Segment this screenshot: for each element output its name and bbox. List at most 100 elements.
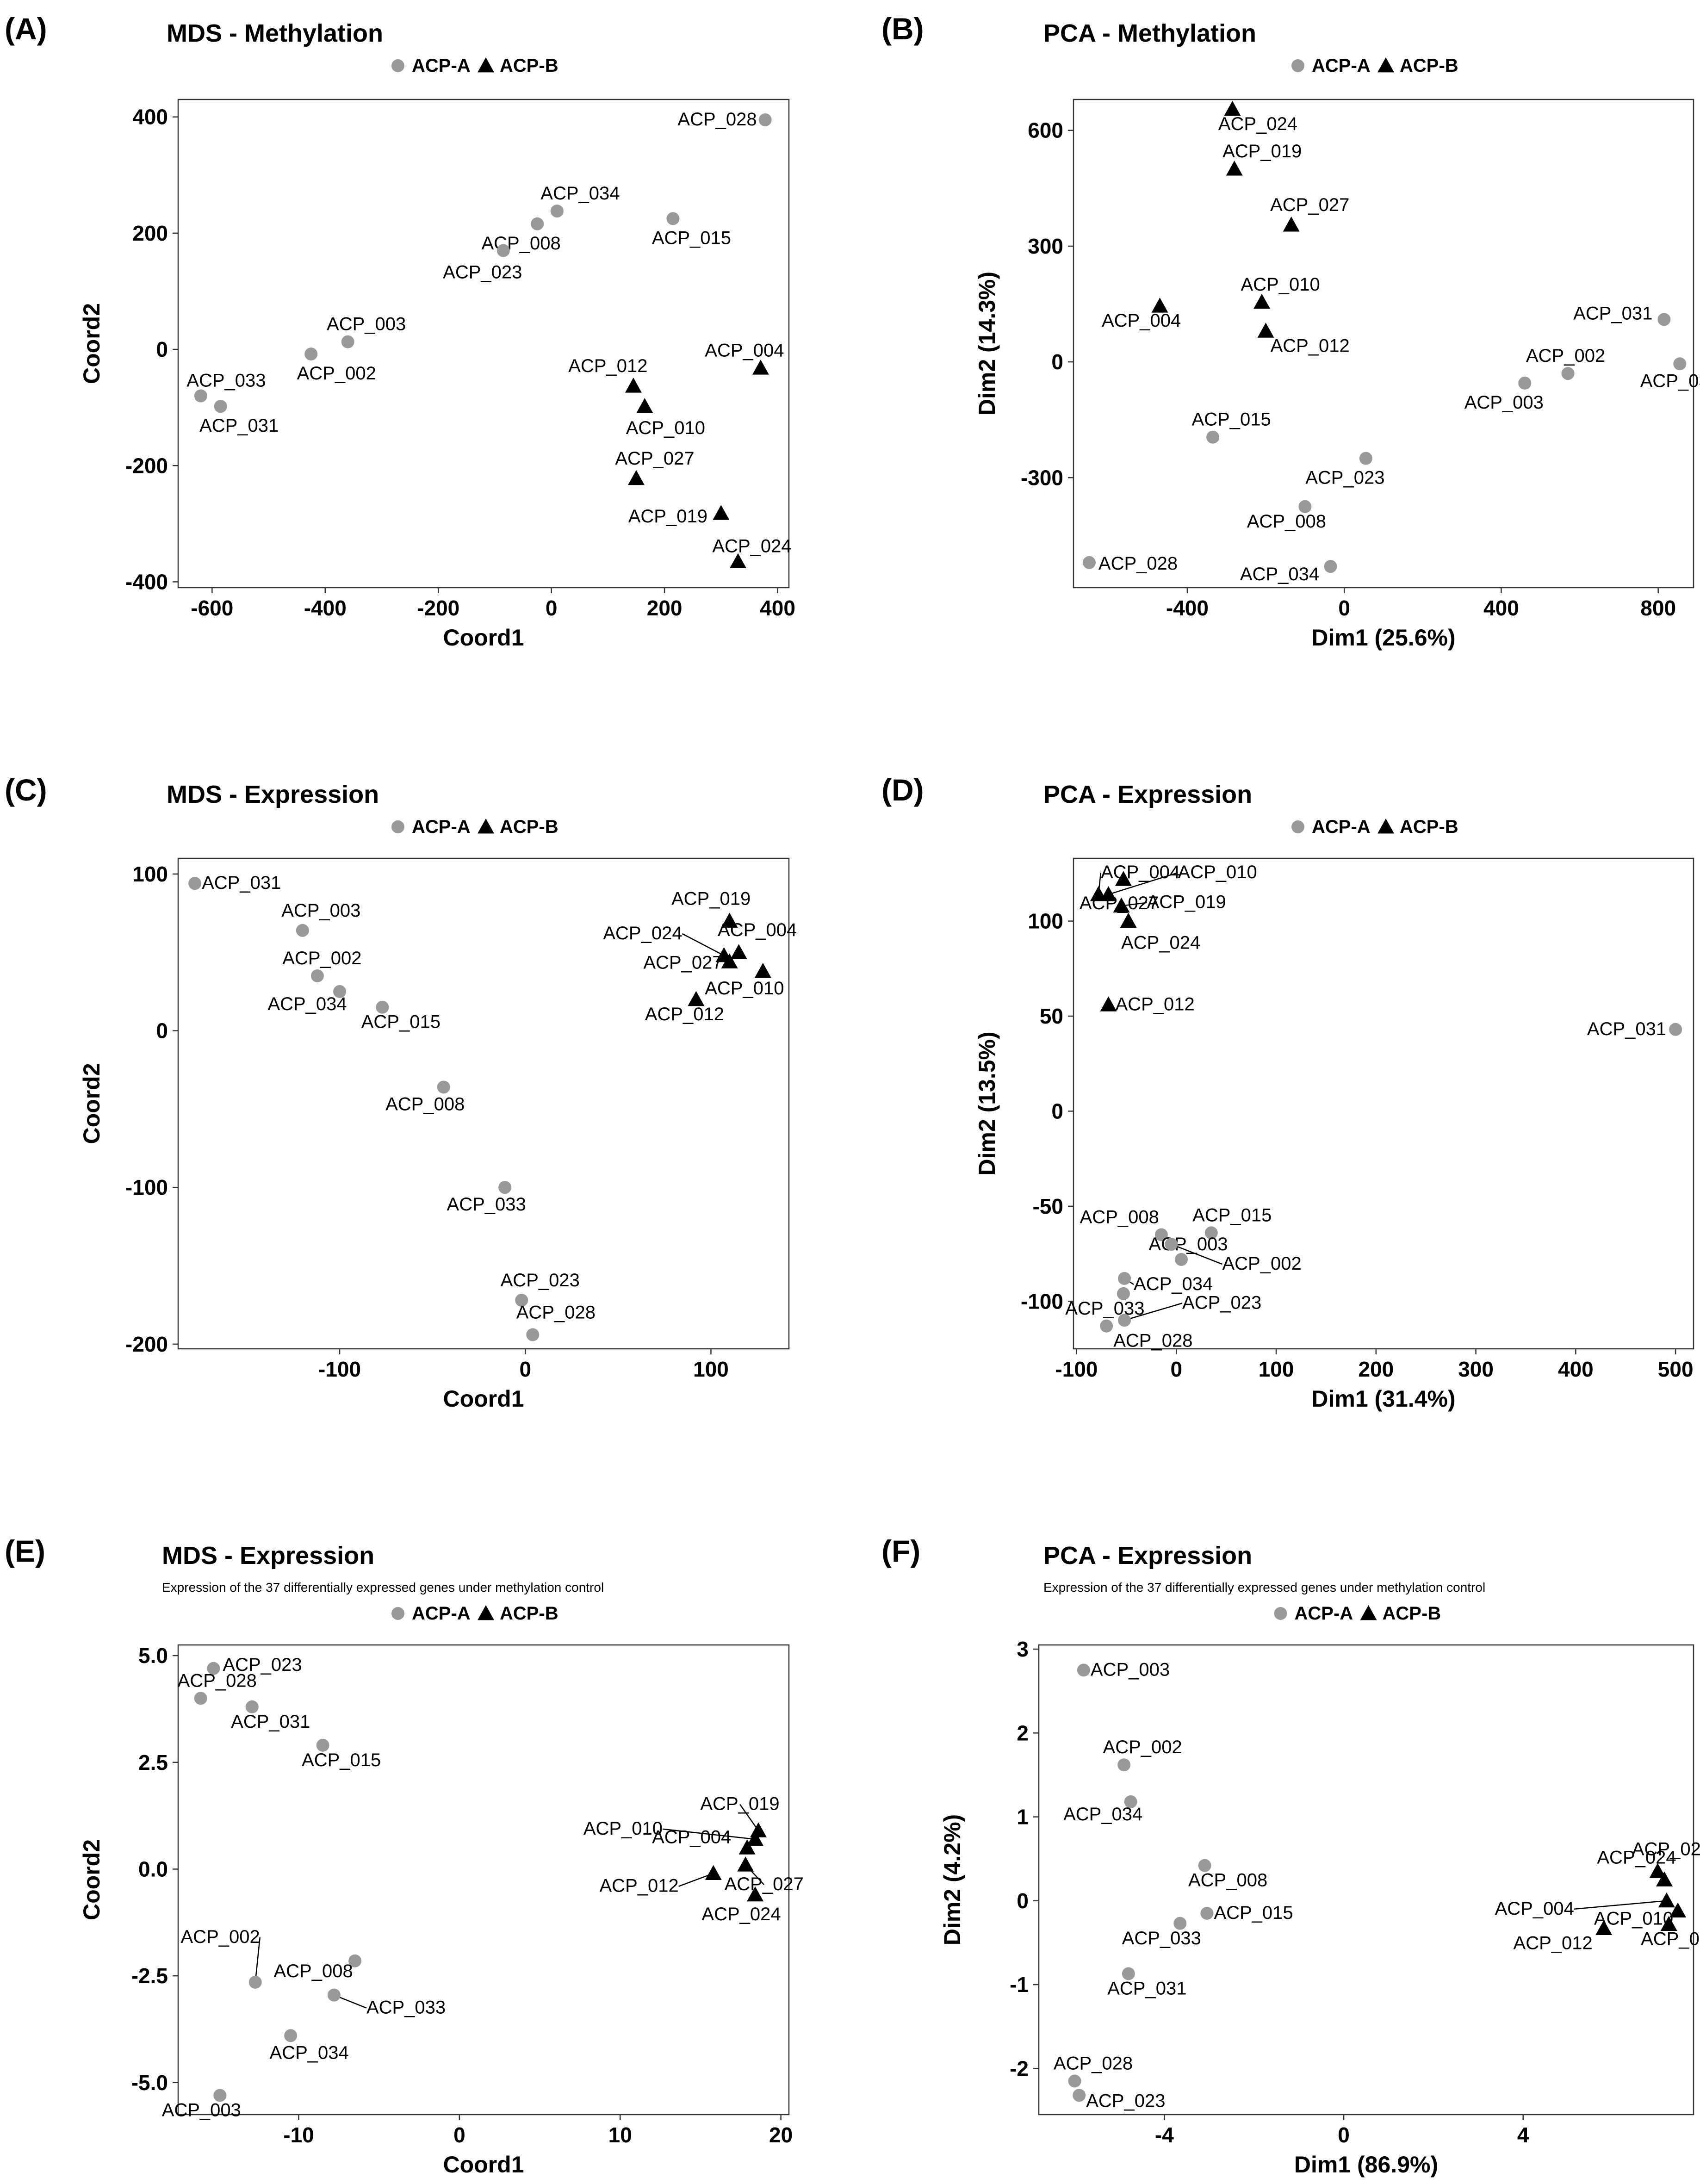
point-label: ACP_019 [628, 506, 707, 527]
point-label: ACP_002 [1222, 1253, 1301, 1274]
point-label: ACP_034 [540, 183, 620, 204]
y-tick-label: 600 [1028, 118, 1063, 143]
point-label: ACP_023 [1305, 468, 1384, 488]
data-point-acp-012 [1257, 323, 1274, 338]
point-label: ACP_019 [1222, 141, 1302, 161]
legend-label-acp-b: ACP-B [500, 817, 558, 837]
legend: ACP-A ACP-B [391, 1603, 558, 1624]
legend-label-acp-b: ACP-B [500, 56, 558, 76]
label-leader-line [254, 1937, 261, 1983]
panel-title: PCA - Expression [1043, 1542, 1252, 1570]
label-leader-line [662, 1828, 756, 1840]
point-label: ACP_028 [1113, 1331, 1192, 1351]
point-label: ACP_023 [501, 1270, 580, 1291]
label-leader-line [1108, 872, 1178, 895]
legend-label-acp-a: ACP-A [1312, 56, 1371, 76]
point-label: ACP_003 [162, 2100, 241, 2120]
y-tick-label: -50 [1033, 1194, 1063, 1218]
data-point-acp-027 [628, 470, 645, 485]
point-label: ACP_012 [645, 1004, 724, 1024]
data-point-acp-010 [1253, 293, 1271, 309]
legend: ACP-A ACP-B [391, 817, 558, 837]
point-label: ACP_004 [1101, 862, 1180, 882]
panel-letter: (C) [5, 773, 47, 807]
y-tick-label: 2.5 [138, 1750, 168, 1774]
legend-label-acp-b: ACP-B [500, 1603, 558, 1624]
data-point-acp-012 [1595, 1920, 1613, 1936]
data-point-acp-023 [496, 244, 510, 257]
label-leader-line [1574, 1900, 1667, 1910]
x-tick-label: 500 [1658, 1357, 1694, 1381]
legend: ACP-A ACP-B [1274, 1603, 1441, 1624]
data-point-acp-023 [1073, 2089, 1086, 2102]
legend-marker-acp-b [478, 57, 494, 73]
data-point-acp-010 [1100, 886, 1117, 901]
x-tick-label: 800 [1640, 596, 1676, 620]
point-label: ACP_023 [1086, 2091, 1165, 2111]
point-label: ACP_031 [199, 416, 279, 436]
data-point-acp-010 [1669, 1902, 1687, 1917]
x-tick-label: 400 [1483, 596, 1519, 620]
point-label: ACP_031 [1107, 1979, 1186, 1999]
point-label: ACP_033 [366, 1998, 446, 2018]
data-point-acp-023 [207, 1662, 220, 1675]
y-tick-label: -300 [1021, 465, 1063, 490]
plot-area [1073, 99, 1694, 589]
point-label: ACP_034 [270, 2042, 349, 2063]
y-tick-label: 2 [1017, 1721, 1029, 1745]
point-label: ACP_034 [1134, 1274, 1213, 1294]
data-point-acp-015 [376, 1000, 389, 1014]
data-point-acp-012 [705, 1865, 722, 1880]
data-point-acp-034 [284, 2029, 298, 2042]
point-label: ACP_028 [516, 1303, 596, 1323]
y-tick-label: 50 [1040, 1004, 1063, 1028]
legend-label-acp-b: ACP-B [1400, 56, 1458, 76]
data-point-acp-024 [1224, 100, 1241, 116]
point-label: ACP_031 [1587, 1019, 1666, 1039]
panel-title: MDS - Expression [162, 1542, 374, 1570]
y-tick-label: -100 [125, 1175, 168, 1199]
legend-label-acp-b: ACP-B [1383, 1603, 1441, 1624]
x-tick-label: -200 [417, 596, 459, 620]
point-label: ACP_031 [1573, 303, 1652, 323]
x-tick-label: -100 [1055, 1357, 1098, 1381]
point-label: ACP_027 [1632, 1839, 1700, 1859]
x-tick-label: 0 [519, 1357, 531, 1381]
data-point-acp-008 [1298, 500, 1312, 513]
data-point-acp-024 [1656, 1871, 1673, 1886]
y-tick-label: 0 [1017, 1889, 1029, 1913]
panel-subtitle: Expression of the 37 differentially expr… [1043, 1580, 1485, 1595]
data-point-acp-004 [1658, 1892, 1675, 1908]
point-label: ACP_028 [178, 1670, 257, 1691]
data-point-acp-028 [194, 1692, 207, 1705]
x-tick-label: 0 [546, 596, 558, 620]
panel-letter: (F) [881, 1534, 920, 1568]
data-point-acp-027 [721, 953, 738, 968]
x-tick-label: 400 [760, 596, 795, 620]
point-label: ACP_004 [652, 1827, 731, 1847]
panel-c: (C) MDS - Expression ACP-A ACP-B -100 0 100 -20… [5, 773, 797, 1412]
label-leader-line [739, 1804, 759, 1831]
x-tick-label: -10 [283, 2123, 314, 2147]
data-point-acp-019 [1113, 897, 1130, 913]
point-label: ACP_015 [1214, 1903, 1293, 1923]
y-tick-label: -1 [1010, 1973, 1029, 1997]
y-tick-label: -400 [125, 570, 168, 594]
data-point-acp-019 [713, 505, 730, 520]
y-tick-label: 3 [1017, 1637, 1029, 1661]
x-tick-label: 20 [769, 2123, 793, 2147]
data-point-acp-002 [310, 969, 324, 982]
point-label: ACP_010 [705, 978, 784, 999]
data-point-acp-027 [1283, 217, 1300, 232]
data-point-acp-024 [1120, 912, 1137, 928]
y-tick-label: 0 [156, 1019, 168, 1043]
data-point-acp-004 [1151, 298, 1168, 313]
data-point-acp-028 [1082, 556, 1096, 569]
y-tick-label: -200 [125, 1332, 168, 1356]
legend-marker-acp-b [478, 1605, 494, 1620]
y-tick-label: 0 [156, 337, 168, 361]
point-label: ACP_002 [181, 1927, 260, 1947]
plot-area [1073, 857, 1694, 1350]
data-point-acp-008 [1154, 1228, 1168, 1241]
